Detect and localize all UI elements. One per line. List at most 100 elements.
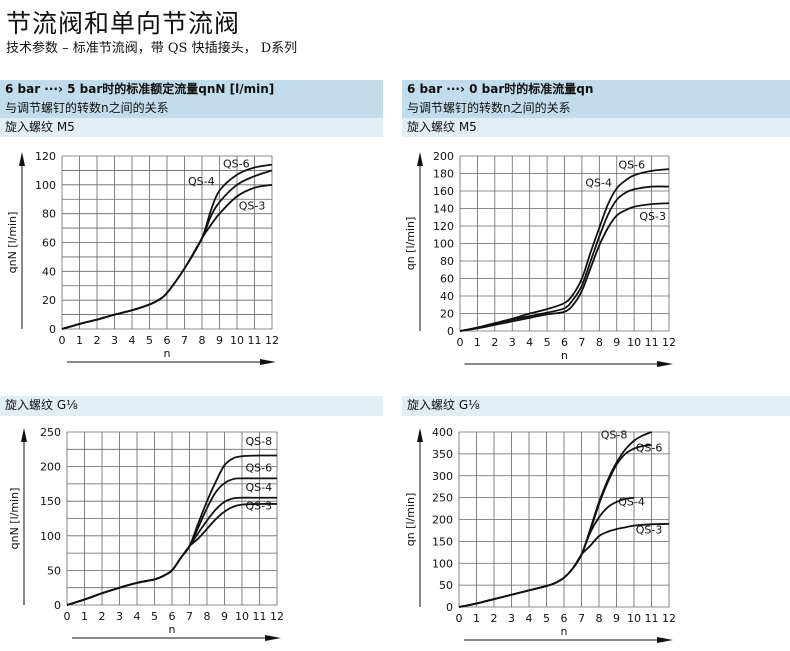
x-tick-label: 12 [662, 612, 676, 625]
x-axis-arrowhead [265, 635, 281, 641]
y-tick-label: 150 [432, 535, 453, 548]
y-tick-label: 100 [433, 238, 454, 251]
x-tick-label: 2 [491, 336, 498, 349]
x-tick-label: 3 [509, 336, 516, 349]
series-label-qs-3: QS-3 [639, 210, 666, 223]
y-tick-label: 200 [40, 461, 61, 474]
y-tick-label: 60 [42, 237, 56, 250]
page-title: 节流阀和单向节流阀 [6, 9, 241, 38]
y-tick-label: 20 [440, 308, 454, 321]
y-tick-label: 50 [439, 579, 453, 592]
y-tick-label: 100 [35, 179, 56, 192]
x-tick-label: 1 [76, 334, 83, 347]
x-tick-label: 3 [116, 610, 123, 623]
left-section-subheading: 与调节螺钉的转数n之间的关系 [0, 99, 383, 118]
x-tick-label: 9 [216, 334, 223, 347]
x-tick-label: 1 [81, 610, 88, 623]
x-axis-label: n [561, 349, 568, 362]
x-axis-arrowhead [657, 361, 673, 367]
x-tick-label: 8 [596, 336, 603, 349]
x-tick-label: 2 [99, 610, 106, 623]
x-tick-label: 11 [645, 612, 659, 625]
y-axis-label: qnN [l/min] [8, 488, 21, 550]
right-section-subheading: 与调节螺钉的转数n之间的关系 [402, 99, 790, 118]
series-label-qs-4: QS-4 [618, 496, 645, 509]
x-tick-label: 5 [543, 612, 550, 625]
left-section-heading: 6 bar ···› 5 bar时的标准额定流量qnN [l/min] [0, 80, 383, 99]
y-tick-label: 40 [440, 290, 454, 303]
x-tick-label: 2 [491, 612, 498, 625]
y-tick-label: 150 [40, 495, 61, 508]
y-tick-label: 40 [42, 265, 56, 278]
x-tick-label: 11 [645, 336, 659, 349]
x-tick-label: 7 [578, 336, 585, 349]
y-tick-label: 250 [40, 426, 61, 439]
y-tick-label: 80 [42, 208, 56, 221]
x-tick-label: 9 [613, 612, 620, 625]
x-tick-label: 4 [129, 334, 136, 347]
y-tick-label: 200 [432, 514, 453, 527]
y-axis-arrowhead [417, 152, 423, 166]
y-tick-label: 180 [433, 168, 454, 181]
y-tick-label: 250 [432, 492, 453, 505]
x-tick-label: 8 [199, 334, 206, 347]
x-tick-label: 0 [457, 336, 464, 349]
x-tick-label: 11 [253, 610, 267, 623]
y-axis-label: qnN [l/min] [6, 212, 19, 274]
y-tick-label: 20 [42, 294, 56, 307]
x-tick-label: 10 [627, 336, 641, 349]
y-tick-label: 200 [433, 150, 454, 163]
y-tick-label: 0 [446, 601, 453, 614]
series-label-qs-6: QS-6 [223, 158, 250, 171]
x-tick-label: 8 [596, 612, 603, 625]
x-tick-label: 7 [578, 612, 585, 625]
x-axis-label: n [561, 625, 568, 638]
y-axis-label: qn [l/min] [404, 217, 417, 271]
series-line-qs-3 [459, 202, 670, 332]
x-tick-label: 5 [544, 336, 551, 349]
series-label-qs-3: QS-3 [246, 500, 273, 513]
x-tick-label: 4 [526, 336, 533, 349]
x-tick-label: 1 [473, 612, 480, 625]
y-axis-arrowhead [417, 428, 423, 442]
x-tick-label: 11 [248, 334, 262, 347]
series-label-qs-3: QS-3 [636, 524, 663, 537]
x-tick-label: 10 [627, 612, 641, 625]
right-section-heading: 6 bar ···› 0 bar时的标准流量qn [402, 80, 790, 99]
page-subtitle: 技术参数 – 标准节流阀，带 QS 快插接头， D系列 [6, 41, 298, 56]
x-tick-label: 3 [508, 612, 515, 625]
y-tick-label: 350 [432, 448, 453, 461]
chart-2: 0 1 2 3 4 5 6 7 8 9 10 11 12020406080100120140160180… [404, 150, 676, 367]
x-axis-label: n [164, 347, 171, 360]
x-tick-label: 0 [64, 610, 71, 623]
y-tick-label: 100 [432, 557, 453, 570]
x-tick-label: 3 [111, 334, 118, 347]
y-tick-label: 120 [35, 150, 56, 163]
series-label-qs-4: QS-4 [585, 177, 612, 190]
x-tick-label: 0 [456, 612, 463, 625]
y-tick-label: 60 [440, 273, 454, 286]
x-tick-label: 1 [474, 336, 481, 349]
series-line-qs-3 [458, 522, 670, 608]
x-axis-arrowhead [260, 359, 276, 365]
y-tick-label: 160 [433, 185, 454, 198]
x-tick-label: 10 [235, 610, 249, 623]
x-tick-label: 9 [221, 610, 228, 623]
y-tick-label: 80 [440, 255, 454, 268]
x-axis-label: n [169, 623, 176, 636]
x-tick-label: 8 [204, 610, 211, 623]
right-thread-m5-label: 旋入螺纹 M5 [402, 118, 790, 137]
x-tick-label: 12 [270, 610, 284, 623]
series-label-qs-4: QS-4 [188, 175, 215, 188]
x-tick-label: 10 [230, 334, 244, 347]
x-tick-label: 5 [146, 334, 153, 347]
x-tick-label: 4 [134, 610, 141, 623]
y-tick-label: 400 [432, 426, 453, 439]
y-tick-label: 50 [47, 564, 61, 577]
series-label-qs-6: QS-6 [636, 442, 663, 455]
x-tick-label: 6 [169, 610, 176, 623]
x-tick-label: 5 [151, 610, 158, 623]
x-tick-label: 9 [613, 336, 620, 349]
